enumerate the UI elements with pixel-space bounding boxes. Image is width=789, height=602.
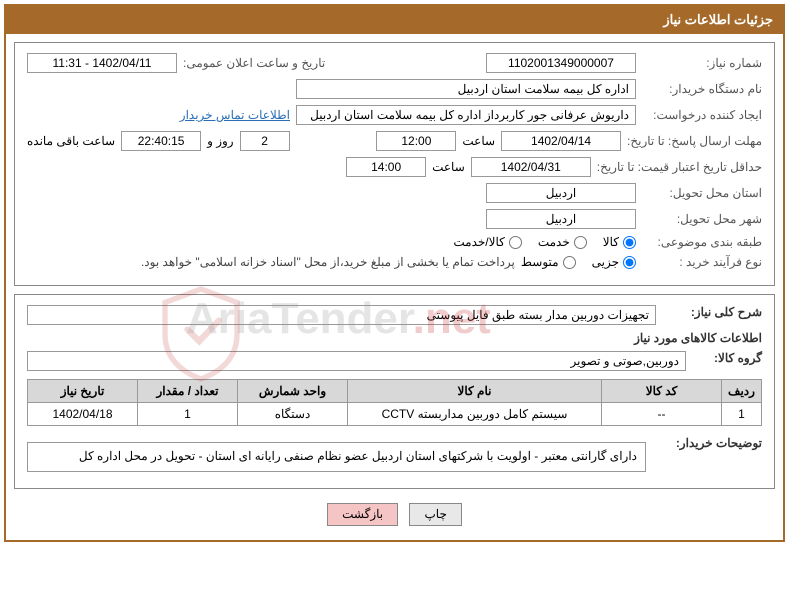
days-remaining-value: 2 xyxy=(240,131,290,151)
category-service-radio[interactable] xyxy=(574,236,587,249)
th-row: ردیف xyxy=(722,380,762,403)
th-qty: تعداد / مقدار xyxy=(138,380,238,403)
process-minor-radio[interactable] xyxy=(623,256,636,269)
response-hour-value: 12:00 xyxy=(376,131,456,151)
td-unit: دستگاه xyxy=(238,403,348,426)
print-button[interactable]: چاپ xyxy=(409,503,461,526)
buyer-notes-label: توضیحات خریدار: xyxy=(652,436,762,450)
price-validity-hour: 14:00 xyxy=(346,157,426,177)
buyer-org-label: نام دستگاه خریدار: xyxy=(642,82,762,96)
process-medium[interactable]: متوسط xyxy=(521,255,576,269)
days-and-label: روز و xyxy=(207,134,234,148)
info-section: شماره نیاز: 1102001349000007 تاریخ و ساع… xyxy=(14,42,775,286)
table-row: 1 -- سیستم کامل دوربین مداربسته CCTV دست… xyxy=(28,403,762,426)
response-deadline-label: مهلت ارسال پاسخ: تا تاریخ: xyxy=(627,134,762,148)
process-medium-radio[interactable] xyxy=(563,256,576,269)
category-radio-group: کالا خدمت کالا/خدمت xyxy=(453,235,636,249)
content-area: AriaTender.net شماره نیاز: 1102001349000… xyxy=(6,34,783,540)
hour-label-1: ساعت xyxy=(462,134,495,148)
response-date-value: 1402/04/14 xyxy=(501,131,621,151)
main-container: جزئیات اطلاعات نیاز AriaTender.net شماره… xyxy=(4,4,785,542)
td-name: سیستم کامل دوربین مداربسته CCTV xyxy=(348,403,602,426)
payment-note: پرداخت تمام یا بخشی از مبلغ خرید،از محل … xyxy=(141,255,515,269)
need-desc-section: شرح کلی نیاز: تجهیزات دوربین مدار بسته ط… xyxy=(14,294,775,489)
process-type-label: نوع فرآیند خرید : xyxy=(642,255,762,269)
buyer-org-value: اداره کل بیمه سلامت استان اردبیل xyxy=(296,79,636,99)
delivery-province-label: استان محل تحویل: xyxy=(642,186,762,200)
td-code: -- xyxy=(602,403,722,426)
category-label: طبقه بندی موضوعی: xyxy=(642,235,762,249)
category-goods-radio[interactable] xyxy=(623,236,636,249)
hour-label-2: ساعت xyxy=(432,160,465,174)
time-remaining-value: 22:40:15 xyxy=(121,131,201,151)
process-minor[interactable]: جزیی xyxy=(592,255,636,269)
price-validity-label: حداقل تاریخ اعتبار قیمت: تا تاریخ: xyxy=(597,160,762,174)
goods-info-label: اطلاعات کالاهای مورد نیاز xyxy=(27,331,762,345)
requester-label: ایجاد کننده درخواست: xyxy=(642,108,762,122)
th-code: کد کالا xyxy=(602,380,722,403)
table-header-row: ردیف کد کالا نام کالا واحد شمارش تعداد /… xyxy=(28,380,762,403)
contact-buyer-link[interactable]: اطلاعات تماس خریدار xyxy=(180,108,290,122)
process-radio-group: جزیی متوسط xyxy=(521,255,636,269)
time-remaining-label: ساعت باقی مانده xyxy=(27,134,115,148)
price-validity-date: 1402/04/31 xyxy=(471,157,591,177)
requester-value: داریوش عرفانی جور کاربرداز اداره کل بیمه… xyxy=(296,105,636,125)
announce-datetime-value: 1402/04/11 - 11:31 xyxy=(27,53,177,73)
th-date: تاریخ نیاز xyxy=(28,380,138,403)
td-qty: 1 xyxy=(138,403,238,426)
button-bar: چاپ بازگشت xyxy=(14,497,775,532)
back-button[interactable]: بازگشت xyxy=(327,503,398,526)
category-goods-service[interactable]: کالا/خدمت xyxy=(453,235,521,249)
category-goods[interactable]: کالا xyxy=(603,235,636,249)
page-header: جزئیات اطلاعات نیاز xyxy=(6,6,783,34)
goods-table: ردیف کد کالا نام کالا واحد شمارش تعداد /… xyxy=(27,379,762,426)
category-goods-service-radio[interactable] xyxy=(509,236,522,249)
need-desc-value: تجهیزات دوربین مدار بسته طبق فایل پیوستی xyxy=(27,305,656,325)
delivery-province-value: اردبیل xyxy=(486,183,636,203)
delivery-city-value: اردبیل xyxy=(486,209,636,229)
need-desc-label: شرح کلی نیاز: xyxy=(662,305,762,319)
goods-group-value: دوربین,صوتی و تصویر xyxy=(27,351,686,371)
need-number-label: شماره نیاز: xyxy=(642,56,762,70)
page-title: جزئیات اطلاعات نیاز xyxy=(663,12,773,27)
buyer-notes-value: دارای گارانتی معتبر - اولویت با شرکتهای … xyxy=(27,442,646,472)
th-unit: واحد شمارش xyxy=(238,380,348,403)
td-row: 1 xyxy=(722,403,762,426)
th-name: نام کالا xyxy=(348,380,602,403)
announce-datetime-label: تاریخ و ساعت اعلان عمومی: xyxy=(183,56,325,70)
category-service[interactable]: خدمت xyxy=(538,235,587,249)
td-date: 1402/04/18 xyxy=(28,403,138,426)
goods-group-label: گروه کالا: xyxy=(692,351,762,365)
need-number-value: 1102001349000007 xyxy=(486,53,636,73)
delivery-city-label: شهر محل تحویل: xyxy=(642,212,762,226)
